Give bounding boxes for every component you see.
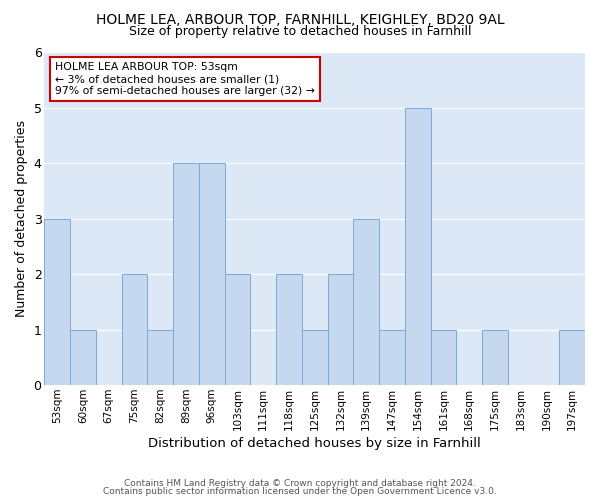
Bar [148, 330, 173, 385]
Text: HOLME LEA, ARBOUR TOP, FARNHILL, KEIGHLEY, BD20 9AL: HOLME LEA, ARBOUR TOP, FARNHILL, KEIGHLE… [95, 12, 505, 26]
Bar [70, 330, 96, 385]
Bar [482, 330, 508, 385]
Bar [224, 274, 250, 385]
Bar [405, 108, 431, 385]
Bar [431, 330, 456, 385]
Bar [379, 330, 405, 385]
Text: HOLME LEA ARBOUR TOP: 53sqm
← 3% of detached houses are smaller (1)
97% of semi-: HOLME LEA ARBOUR TOP: 53sqm ← 3% of deta… [55, 62, 315, 96]
Bar [173, 164, 199, 385]
Bar [122, 274, 148, 385]
Bar [44, 219, 70, 385]
Bar [353, 219, 379, 385]
Y-axis label: Number of detached properties: Number of detached properties [15, 120, 28, 318]
Text: Contains HM Land Registry data © Crown copyright and database right 2024.: Contains HM Land Registry data © Crown c… [124, 478, 476, 488]
Text: Contains public sector information licensed under the Open Government Licence v3: Contains public sector information licen… [103, 488, 497, 496]
Bar [559, 330, 585, 385]
Text: Size of property relative to detached houses in Farnhill: Size of property relative to detached ho… [129, 25, 471, 38]
Bar [328, 274, 353, 385]
Bar [302, 330, 328, 385]
X-axis label: Distribution of detached houses by size in Farnhill: Distribution of detached houses by size … [148, 437, 481, 450]
Bar [199, 164, 224, 385]
Bar [276, 274, 302, 385]
